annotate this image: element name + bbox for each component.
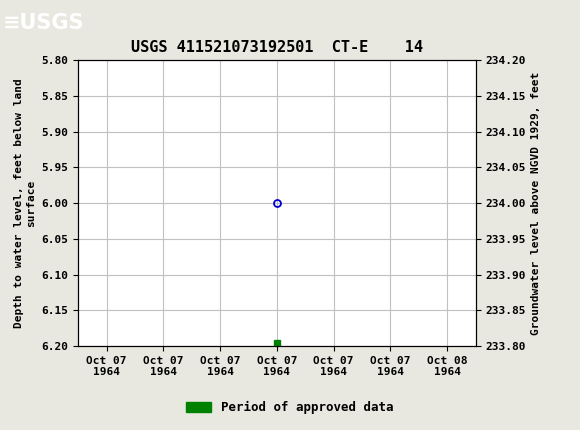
Title: USGS 411521073192501  CT-E    14: USGS 411521073192501 CT-E 14 (131, 40, 423, 55)
Legend: Period of approved data: Period of approved data (181, 396, 399, 419)
Text: ≡USGS: ≡USGS (3, 12, 85, 33)
Y-axis label: Depth to water level, feet below land
surface: Depth to water level, feet below land su… (14, 78, 36, 328)
Y-axis label: Groundwater level above NGVD 1929, feet: Groundwater level above NGVD 1929, feet (531, 71, 541, 335)
